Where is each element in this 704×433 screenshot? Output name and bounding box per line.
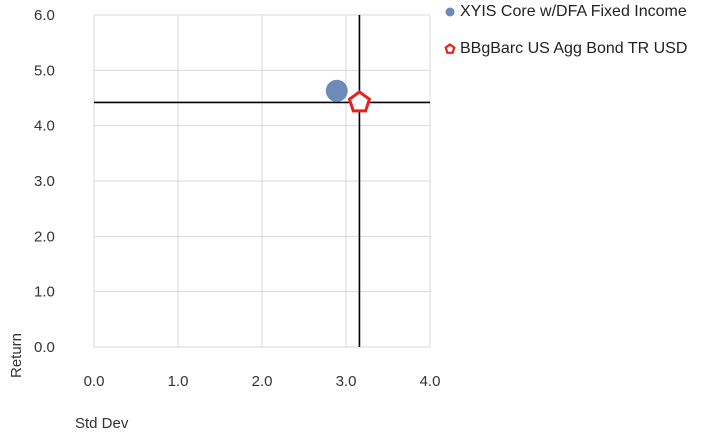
x-axis-title: Std Dev bbox=[75, 415, 129, 432]
legend-item-benchmark: BBgBarc US Agg Bond TR USD bbox=[444, 39, 687, 59]
circle-marker-icon bbox=[445, 7, 455, 17]
y-tick-labels: 0.0 1.0 2.0 3.0 4.0 5.0 6.0 bbox=[34, 7, 55, 356]
legend-label-benchmark: BBgBarc US Agg Bond TR USD bbox=[460, 40, 688, 57]
point-xyis-core bbox=[325, 79, 348, 102]
y-tick-label: 1.0 bbox=[34, 284, 55, 301]
data-points bbox=[325, 79, 372, 113]
point-bbgbarc-agg bbox=[347, 90, 372, 113]
y-tick-label: 5.0 bbox=[34, 62, 55, 79]
pentagon-marker-icon bbox=[444, 43, 456, 54]
y-axis-title: Return bbox=[8, 333, 25, 378]
y-tick-label: 6.0 bbox=[34, 7, 55, 24]
x-tick-label: 0.0 bbox=[84, 373, 105, 390]
y-tick-label: 0.0 bbox=[34, 339, 55, 356]
grid-lines bbox=[93, 14, 431, 348]
x-tick-label: 1.0 bbox=[168, 373, 189, 390]
x-tick-label: 2.0 bbox=[252, 373, 273, 390]
legend: XYIS Core w/DFA Fixed Income BBgBarc US … bbox=[444, 2, 687, 76]
x-tick-label: 3.0 bbox=[336, 373, 357, 390]
y-tick-label: 3.0 bbox=[34, 173, 55, 190]
legend-label-fund: XYIS Core w/DFA Fixed Income bbox=[460, 3, 687, 20]
x-tick-label: 4.0 bbox=[420, 373, 441, 390]
legend-item-fund: XYIS Core w/DFA Fixed Income bbox=[444, 2, 687, 22]
y-tick-label: 4.0 bbox=[34, 118, 55, 135]
x-tick-labels: 0.0 1.0 2.0 3.0 4.0 bbox=[84, 373, 441, 390]
y-tick-label: 2.0 bbox=[34, 228, 55, 245]
reference-lines bbox=[94, 15, 430, 347]
